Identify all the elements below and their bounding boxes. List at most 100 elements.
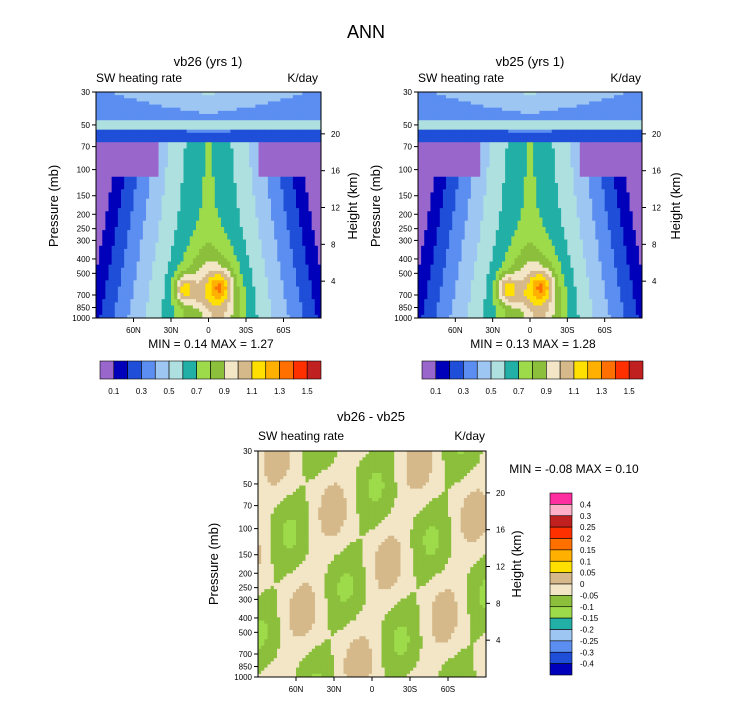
contour-cell (224, 192, 228, 196)
contour-cell (286, 157, 291, 162)
contour-cell (208, 220, 213, 225)
contour-cell (211, 189, 216, 193)
contour-cell (299, 117, 303, 121)
contour-cell (258, 170, 263, 175)
contour-cell (258, 192, 263, 196)
contour-cell (205, 92, 209, 96)
contour-cell (167, 230, 172, 234)
contour-cell (130, 296, 134, 300)
contour-cell (121, 248, 125, 253)
contour-cell (117, 176, 122, 181)
contour-cell (258, 277, 263, 281)
contour-cell (211, 255, 216, 259)
contour-cell (155, 277, 159, 281)
contour-cell (136, 261, 141, 266)
contour-cell (239, 223, 244, 228)
contour-cell (189, 233, 194, 237)
contour-cell (286, 142, 291, 146)
contour-cell (311, 274, 316, 278)
contour-cell (117, 252, 122, 256)
contour-cell (124, 220, 128, 225)
contour-cell (202, 270, 206, 275)
contour-cell (171, 226, 175, 231)
contour-cell (161, 239, 166, 244)
contour-cell (164, 280, 169, 284)
contour-cell (258, 255, 263, 259)
contour-cell (255, 167, 259, 171)
contour-cell (152, 201, 156, 206)
contour-cell (227, 236, 231, 240)
contour-cell (177, 277, 181, 281)
contour-cell (292, 113, 297, 118)
contour-cell (149, 274, 153, 278)
contour-cell (164, 139, 169, 143)
contour-cell (277, 98, 281, 102)
contour-cell (242, 299, 247, 303)
contour-cell (196, 167, 200, 171)
contour-cell (214, 98, 219, 102)
contour-cell (124, 248, 128, 253)
contour-cell (299, 258, 303, 262)
contour-cell (317, 245, 322, 250)
contour-cell (208, 198, 213, 203)
contour-cell (142, 261, 147, 266)
contour-cell (311, 267, 316, 272)
contour-cell (211, 201, 216, 206)
contour-cell (180, 120, 184, 124)
contour-cell (99, 214, 103, 218)
contour-cell (189, 302, 194, 306)
contour-cell (230, 289, 234, 294)
contour-cell (105, 211, 109, 215)
contour-cell (317, 92, 322, 96)
contour-cell (311, 233, 316, 237)
contour-cell (252, 113, 256, 118)
contour-cell (121, 236, 125, 240)
contour-cell (149, 161, 153, 165)
contour-cell (205, 110, 209, 115)
contour-cell (152, 189, 156, 193)
contour-cell (155, 129, 159, 134)
contour-cell (136, 123, 141, 127)
contour-cell (180, 214, 184, 218)
contour-cell (305, 186, 309, 190)
contour-cell (289, 270, 294, 275)
contour-cell (105, 255, 109, 259)
contour-cell (305, 302, 309, 306)
contour-cell (149, 195, 153, 200)
contour-cell (199, 280, 203, 284)
contour-cell (171, 148, 175, 153)
contour-cell (174, 110, 178, 115)
contour-cell (186, 267, 191, 272)
contour-cell (167, 233, 172, 237)
contour-cell (174, 226, 178, 231)
contour-cell (217, 110, 222, 115)
contour-cell (186, 245, 191, 250)
contour-cell (283, 101, 288, 105)
contour-cell (299, 123, 303, 127)
contour-cell (239, 305, 244, 309)
contour-cell (283, 195, 288, 200)
contour-cell (286, 195, 291, 200)
contour-cell (305, 292, 309, 297)
contour-cell (117, 302, 122, 306)
contour-cell (208, 176, 213, 181)
contour-cell (161, 139, 166, 143)
contour-cell (211, 289, 216, 294)
contour-cell (280, 170, 284, 175)
contour-cell (186, 120, 191, 124)
contour-cell (267, 186, 272, 190)
contour-cell (192, 230, 197, 234)
contour-cell (214, 205, 219, 209)
contour-cell (264, 183, 269, 187)
contour-cell (221, 120, 225, 124)
contour-cell (277, 186, 281, 190)
contour-cell (136, 104, 141, 109)
contour-cell (152, 120, 156, 124)
contour-cell (205, 258, 209, 262)
contour-cell (211, 252, 216, 256)
contour-cell (192, 277, 197, 281)
contour-cell (155, 201, 159, 206)
contour-cell (177, 107, 181, 112)
contour-cell (102, 157, 106, 162)
contour-cell (186, 242, 191, 247)
